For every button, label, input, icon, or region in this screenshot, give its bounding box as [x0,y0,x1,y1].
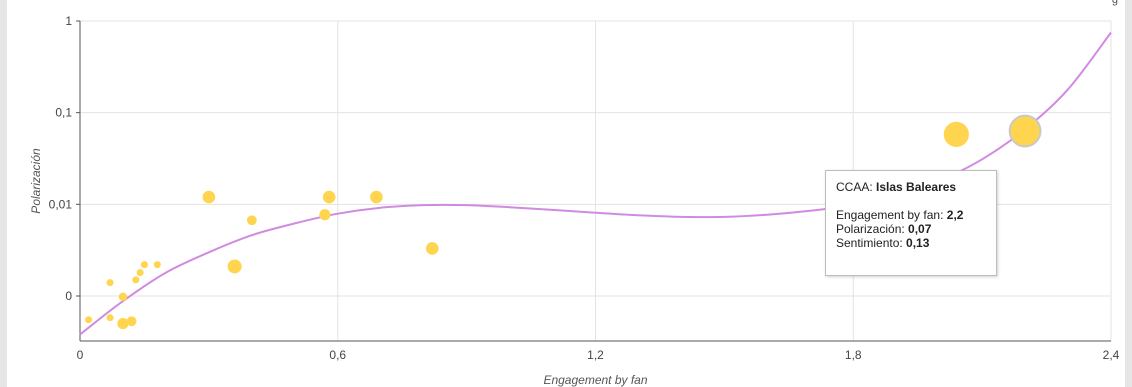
tooltip-ccaa-label: CCAA: [836,180,873,194]
corner-mark: g [1111,0,1118,6]
data-point[interactable] [140,261,148,269]
scatter-chart: 0 0,01 0,1 1 0 0,6 1,2 1,8 2,4 Engagement by fan… [29,14,1120,387]
data-point[interactable] [322,190,336,204]
y-tick-label: 0 [65,289,72,303]
data-point[interactable] [1008,114,1042,148]
x-tick-label: 0,6 [329,348,346,362]
tooltip-engagement-value: 2,2 [946,208,964,222]
tooltip-polarizacion-value: 0,07 [908,222,932,236]
x-tick-label: 1,8 [845,348,862,362]
tooltip-ccaa-row: CCAA: Islas Baleares [836,180,986,194]
tooltip-sentimiento-label: Sentimiento: [836,236,903,250]
x-axis-title: Engagement by fan [543,373,647,387]
axes [76,20,1111,342]
y-tick-label: 0,1 [55,106,72,120]
y-axis-title: Polarización [29,148,43,214]
data-point[interactable] [85,316,93,324]
data-point[interactable] [118,292,128,302]
tooltip-ccaa-value: Islas Baleares [876,180,957,194]
data-point[interactable] [153,261,161,269]
data-point[interactable] [106,279,114,287]
y-tick-label: 0,01 [49,197,73,211]
tooltip: CCAA: Islas Baleares Engagement by fan: … [825,170,997,276]
points-layer [85,114,1042,330]
data-point[interactable] [425,242,439,255]
x-tick-label: 2,4 [1103,348,1120,362]
tooltip-engagement-label: Engagement by fan: [836,208,944,222]
data-point[interactable] [227,259,242,274]
data-point[interactable] [202,190,216,204]
data-point[interactable] [136,269,144,277]
data-point[interactable] [319,209,331,221]
tooltip-engagement-row: Engagement by fan: 2,2 [836,208,986,222]
tooltip-polarizacion-label: Polarización: [836,222,905,236]
data-point[interactable] [132,276,140,284]
tooltip-sentimiento-value: 0,13 [906,236,930,250]
data-point[interactable] [370,190,383,204]
data-point[interactable] [106,314,114,322]
x-tick-label: 0 [77,348,84,362]
data-point[interactable] [126,316,137,327]
tooltip-polarizacion-row: Polarización: 0,07 [836,222,986,236]
tooltip-sentimiento-row: Sentimiento: 0,13 [836,236,986,250]
tick-labels: 0 0,01 0,1 1 0 0,6 1,2 1,8 2,4 [49,14,1120,362]
y-tick-label: 1 [65,14,72,28]
chart-frame: g 0 0,01 0,1 1 0 0,6 1,2 1,8 2,4 Engagement by f… [7,0,1125,387]
x-tick-label: 1,2 [587,348,604,362]
data-point[interactable] [246,215,257,226]
data-point[interactable] [943,121,969,147]
data-point[interactable] [117,317,129,330]
